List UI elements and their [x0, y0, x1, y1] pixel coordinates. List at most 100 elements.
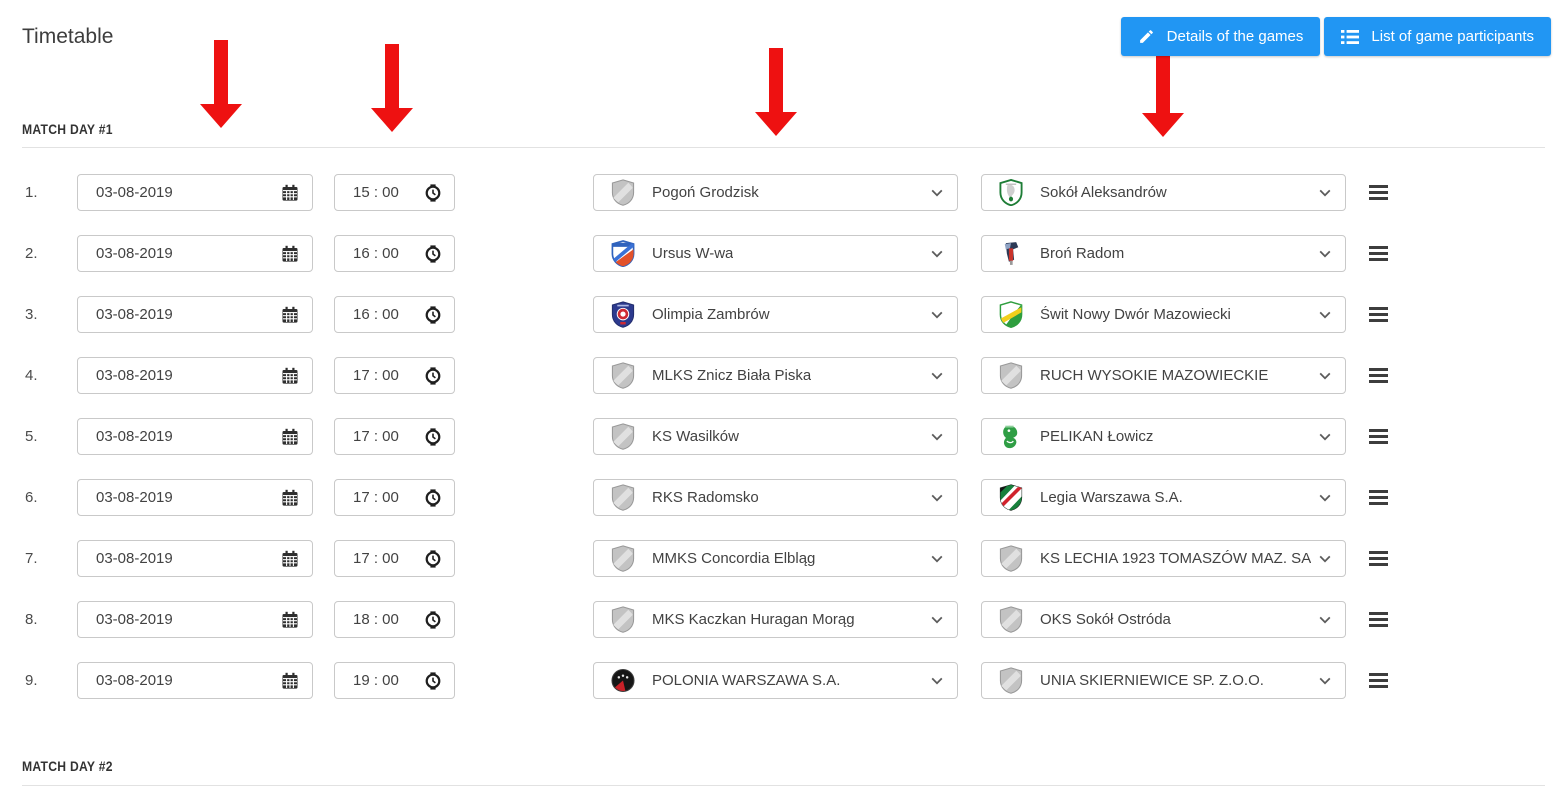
away-team-name: RUCH WYSOKIE MAZOWIECKIE	[1040, 367, 1269, 384]
match-row: 2. 03-08-2019 16 : 00 Ursus W-wa Broń Ra…	[0, 235, 1567, 272]
row-drag-handle-icon[interactable]	[1369, 490, 1389, 505]
date-input[interactable]: 03-08-2019	[77, 174, 313, 211]
away-team-select[interactable]: Sokół Aleksandrów	[981, 174, 1346, 211]
date-input[interactable]: 03-08-2019	[77, 662, 313, 699]
clock-icon[interactable]	[424, 305, 442, 324]
away-team-logo-icon	[998, 301, 1024, 328]
clock-icon[interactable]	[424, 488, 442, 507]
date-value: 03-08-2019	[96, 367, 173, 384]
away-team-logo-icon	[998, 606, 1024, 633]
chevron-down-icon	[923, 372, 943, 380]
row-number: 4.	[25, 367, 38, 384]
clock-icon[interactable]	[424, 183, 442, 202]
away-team-select[interactable]: Świt Nowy Dwór Mazowiecki	[981, 296, 1346, 333]
red-arrow-annotation-time	[371, 44, 413, 132]
row-drag-handle-icon[interactable]	[1369, 246, 1389, 261]
time-value: 15 : 00	[353, 184, 399, 201]
match-row: 5. 03-08-2019 17 : 00 KS Wasilków PELIKA…	[0, 418, 1567, 455]
clock-icon[interactable]	[424, 671, 442, 690]
chevron-down-icon	[1311, 616, 1331, 624]
calendar-icon[interactable]	[281, 550, 299, 568]
chevron-down-icon	[1311, 677, 1331, 685]
time-input[interactable]: 17 : 00	[334, 479, 455, 516]
away-team-name: OKS Sokół Ostróda	[1040, 611, 1171, 628]
away-team-select[interactable]: RUCH WYSOKIE MAZOWIECKIE	[981, 357, 1346, 394]
away-team-select[interactable]: PELIKAN Łowicz	[981, 418, 1346, 455]
time-input[interactable]: 18 : 00	[334, 601, 455, 638]
away-team-select[interactable]: UNIA SKIERNIEWICE SP. Z.O.O.	[981, 662, 1346, 699]
date-input[interactable]: 03-08-2019	[77, 235, 313, 272]
calendar-icon[interactable]	[281, 611, 299, 629]
details-of-games-button[interactable]: Details of the games	[1120, 17, 1321, 56]
clock-icon[interactable]	[424, 610, 442, 629]
date-value: 03-08-2019	[96, 428, 173, 445]
date-input[interactable]: 03-08-2019	[77, 418, 313, 455]
calendar-icon[interactable]	[281, 184, 299, 202]
home-team-select[interactable]: POLONIA WARSZAWA S.A.	[593, 662, 958, 699]
date-input[interactable]: 03-08-2019	[77, 540, 313, 577]
clock-icon[interactable]	[424, 366, 442, 385]
chevron-down-icon	[923, 494, 943, 502]
chevron-down-icon	[1311, 311, 1331, 319]
date-input[interactable]: 03-08-2019	[77, 296, 313, 333]
list-icon	[1341, 29, 1360, 44]
row-number: 1.	[25, 184, 38, 201]
row-drag-handle-icon[interactable]	[1369, 673, 1389, 688]
calendar-icon[interactable]	[281, 428, 299, 446]
chevron-down-icon	[1311, 372, 1331, 380]
red-arrow-annotation-date	[200, 40, 242, 128]
section-divider	[22, 785, 1545, 786]
time-input[interactable]: 19 : 00	[334, 662, 455, 699]
home-team-name: POLONIA WARSZAWA S.A.	[652, 672, 841, 689]
calendar-icon[interactable]	[281, 489, 299, 507]
clock-icon[interactable]	[424, 427, 442, 446]
date-value: 03-08-2019	[96, 672, 173, 689]
row-drag-handle-icon[interactable]	[1369, 368, 1389, 383]
home-team-name: Pogoń Grodzisk	[652, 184, 759, 201]
home-team-select[interactable]: Pogoń Grodzisk	[593, 174, 958, 211]
list-of-participants-button[interactable]: List of game participants	[1324, 17, 1551, 56]
time-value: 18 : 00	[353, 611, 399, 628]
row-drag-handle-icon[interactable]	[1369, 429, 1389, 444]
time-input[interactable]: 16 : 00	[334, 296, 455, 333]
away-team-select[interactable]: KS LECHIA 1923 TOMASZÓW MAZ. SA	[981, 540, 1346, 577]
calendar-icon[interactable]	[281, 367, 299, 385]
home-team-logo-icon	[610, 545, 636, 572]
home-team-select[interactable]: KS Wasilków	[593, 418, 958, 455]
away-team-logo-icon	[998, 545, 1024, 572]
calendar-icon[interactable]	[281, 672, 299, 690]
home-team-select[interactable]: MMKS Concordia Elbląg	[593, 540, 958, 577]
clock-icon[interactable]	[424, 549, 442, 568]
time-input[interactable]: 17 : 00	[334, 540, 455, 577]
chevron-down-icon	[923, 616, 943, 624]
home-team-select[interactable]: Olimpia Zambrów	[593, 296, 958, 333]
away-team-logo-icon	[998, 423, 1024, 450]
away-team-select[interactable]: Legia Warszawa S.A.	[981, 479, 1346, 516]
away-team-select[interactable]: OKS Sokół Ostróda	[981, 601, 1346, 638]
time-input[interactable]: 16 : 00	[334, 235, 455, 272]
home-team-select[interactable]: MLKS Znicz Biała Piska	[593, 357, 958, 394]
date-value: 03-08-2019	[96, 306, 173, 323]
match-row: 8. 03-08-2019 18 : 00 MKS Kaczkan Huraga…	[0, 601, 1567, 638]
date-input[interactable]: 03-08-2019	[77, 601, 313, 638]
time-input[interactable]: 17 : 00	[334, 418, 455, 455]
row-drag-handle-icon[interactable]	[1369, 551, 1389, 566]
date-input[interactable]: 03-08-2019	[77, 479, 313, 516]
row-drag-handle-icon[interactable]	[1369, 307, 1389, 322]
calendar-icon[interactable]	[281, 306, 299, 324]
home-team-select[interactable]: RKS Radomsko	[593, 479, 958, 516]
clock-icon[interactable]	[424, 244, 442, 263]
row-number: 2.	[25, 245, 38, 262]
home-team-name: KS Wasilków	[652, 428, 739, 445]
row-number: 8.	[25, 611, 38, 628]
time-input[interactable]: 17 : 00	[334, 357, 455, 394]
row-drag-handle-icon[interactable]	[1369, 185, 1389, 200]
home-team-select[interactable]: Ursus W-wa	[593, 235, 958, 272]
time-input[interactable]: 15 : 00	[334, 174, 455, 211]
calendar-icon[interactable]	[281, 245, 299, 263]
date-input[interactable]: 03-08-2019	[77, 357, 313, 394]
row-drag-handle-icon[interactable]	[1369, 612, 1389, 627]
home-team-select[interactable]: MKS Kaczkan Huragan Morąg	[593, 601, 958, 638]
pencil-icon	[1138, 28, 1155, 45]
away-team-select[interactable]: Broń Radom	[981, 235, 1346, 272]
